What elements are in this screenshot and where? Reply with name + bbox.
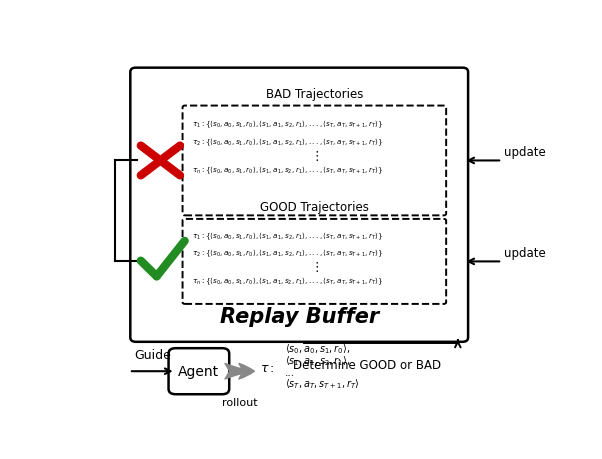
Text: Determine GOOD or BAD: Determine GOOD or BAD — [293, 358, 441, 371]
Text: $\tau_n : \{\langle s_0, a_0, s_1, r_0\rangle, \langle s_1, a_1, s_2, r_1\rangle: $\tau_n : \{\langle s_0, a_0, s_1, r_0\r… — [192, 274, 383, 286]
Text: update: update — [504, 246, 546, 259]
FancyBboxPatch shape — [130, 68, 468, 342]
Text: $\langle s_0, a_0, s_1, r_0\rangle,$: $\langle s_0, a_0, s_1, r_0\rangle,$ — [285, 341, 350, 355]
FancyBboxPatch shape — [182, 106, 446, 216]
Text: update: update — [504, 146, 546, 159]
Text: Replay Buffer: Replay Buffer — [220, 307, 379, 327]
Text: Guide: Guide — [134, 348, 171, 362]
FancyBboxPatch shape — [169, 348, 229, 394]
Text: $\tau_2 : \{\langle s_0, a_0, s_1, r_0\rangle, \langle s_1, a_1, s_2, r_1\rangle: $\tau_2 : \{\langle s_0, a_0, s_1, r_0\r… — [192, 136, 383, 147]
Text: $\tau_1 : \{\langle s_0, a_0, s_1, r_0\rangle, \langle s_1, a_1, s_2, r_1\rangle: $\tau_1 : \{\langle s_0, a_0, s_1, r_0\r… — [192, 230, 383, 242]
Text: $\vdots$: $\vdots$ — [310, 259, 319, 273]
Text: Agent: Agent — [178, 364, 220, 378]
Text: BAD Trajectories: BAD Trajectories — [265, 87, 363, 101]
Text: $\tau_1 : \{\langle s_0, a_0, s_1, r_0\rangle, \langle s_1, a_1, s_2, r_1\rangle: $\tau_1 : \{\langle s_0, a_0, s_1, r_0\r… — [192, 118, 383, 130]
Text: ...: ... — [285, 367, 296, 377]
Text: $\langle s_1, a_1, s_2, r_1\rangle,$: $\langle s_1, a_1, s_2, r_1\rangle,$ — [285, 353, 350, 367]
Text: $\tau_n : \{\langle s_0, a_0, s_1, r_0\rangle, \langle s_1, a_1, s_2, r_1\rangle: $\tau_n : \{\langle s_0, a_0, s_1, r_0\r… — [192, 164, 383, 176]
Text: $\vdots$: $\vdots$ — [310, 149, 319, 163]
Text: $\langle s_T, a_T, s_{T+1}, r_T\rangle$: $\langle s_T, a_T, s_{T+1}, r_T\rangle$ — [285, 376, 359, 390]
Text: $\tau :$: $\tau :$ — [259, 361, 275, 375]
FancyBboxPatch shape — [182, 219, 446, 304]
Text: GOOD Trajectories: GOOD Trajectories — [260, 201, 369, 213]
Text: $\tau_2 : \{\langle s_0, a_0, s_1, r_0\rangle, \langle s_1, a_1, s_2, r_1\rangle: $\tau_2 : \{\langle s_0, a_0, s_1, r_0\r… — [192, 246, 383, 258]
Text: rollout: rollout — [222, 397, 258, 407]
